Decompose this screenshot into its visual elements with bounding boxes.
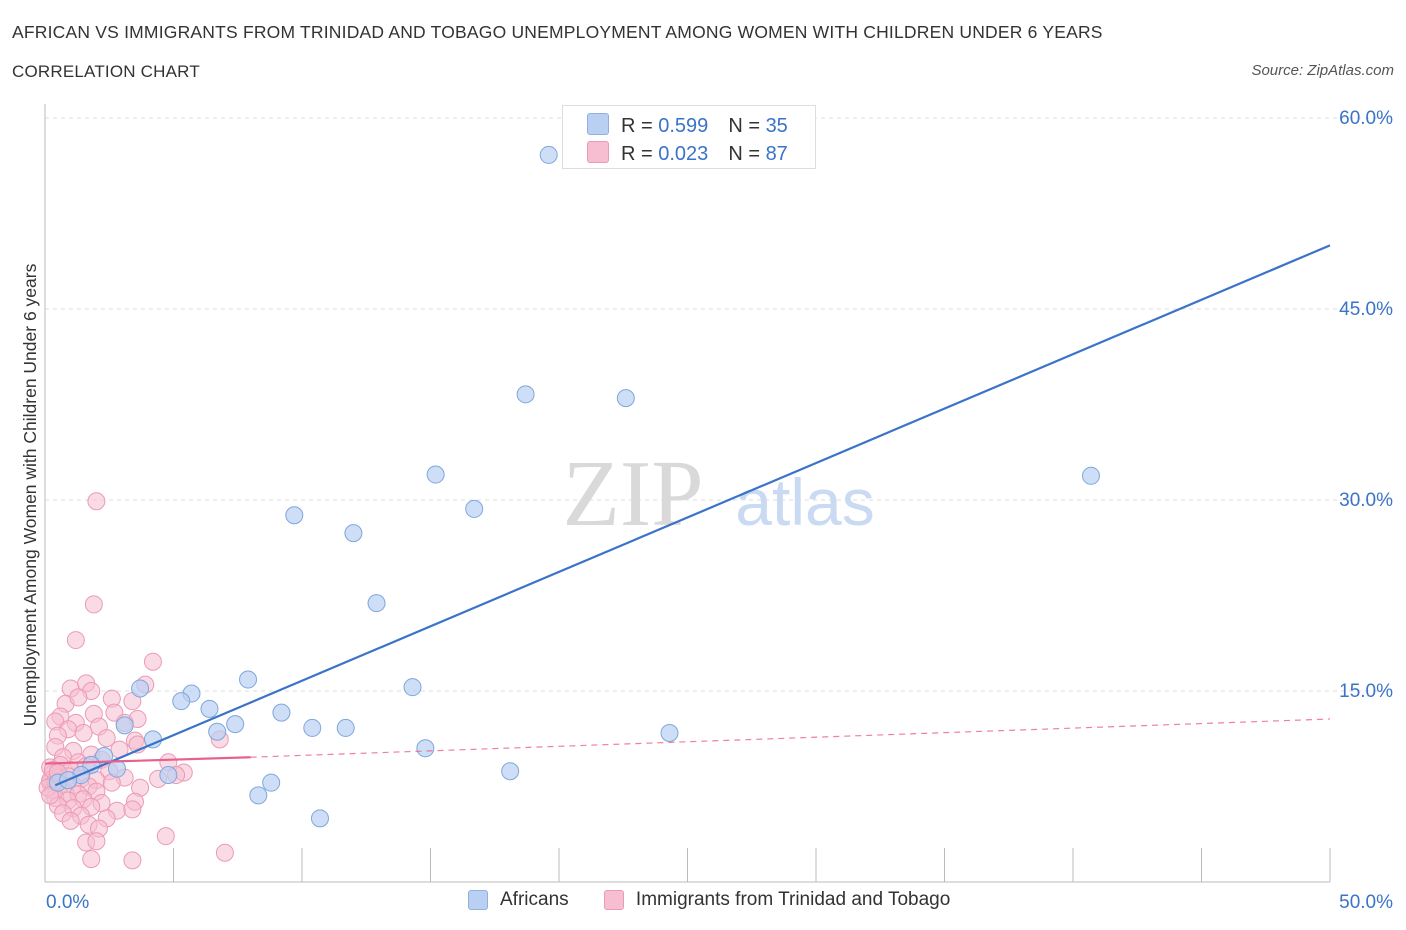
point-africans xyxy=(344,524,363,543)
y-tick-label: 60.0% xyxy=(1339,108,1393,129)
point-trinidad xyxy=(61,811,80,830)
y-tick-label: 30.0% xyxy=(1339,490,1393,511)
point-trinidad xyxy=(69,688,88,707)
point-africans xyxy=(303,718,322,737)
legend-item-africans: Africans xyxy=(468,889,569,911)
trend-line-africans xyxy=(54,244,1331,787)
series-africans-points xyxy=(48,145,1100,828)
point-africans xyxy=(208,722,227,741)
point-africans xyxy=(426,465,445,484)
point-trinidad xyxy=(87,492,106,511)
r-label: R = xyxy=(621,143,659,165)
point-trinidad xyxy=(74,724,93,743)
point-africans xyxy=(310,809,329,828)
point-africans xyxy=(131,679,150,698)
watermark-atlas: atlas xyxy=(735,465,874,539)
legend-swatch-blue xyxy=(587,113,609,135)
point-africans xyxy=(249,786,268,805)
point-trinidad xyxy=(156,827,175,846)
legend-swatch-pink xyxy=(587,141,609,163)
point-trinidad xyxy=(82,850,101,869)
legend-label-trinidad: Immigrants from Trinidad and Tobago xyxy=(635,889,951,910)
point-africans xyxy=(115,716,134,735)
point-trinidad xyxy=(87,832,106,851)
trend-line-trinidad-dashed xyxy=(250,718,1331,758)
point-trinidad xyxy=(123,800,142,819)
point-trinidad xyxy=(123,851,142,870)
point-africans xyxy=(159,766,178,785)
y-tick-label: 45.0% xyxy=(1339,299,1393,320)
point-africans xyxy=(539,145,558,164)
legend-row-africans: R = 0.599 N = 35 xyxy=(587,113,788,137)
point-africans xyxy=(172,692,191,711)
legend-label-africans: Africans xyxy=(500,889,569,910)
point-africans xyxy=(285,506,304,525)
legend-swatch-pink xyxy=(603,890,624,910)
point-africans xyxy=(501,762,520,781)
x-tick-label: 50.0% xyxy=(1339,892,1393,913)
point-africans xyxy=(465,499,484,518)
r-value: 0.599 xyxy=(658,115,709,137)
point-africans xyxy=(239,670,258,689)
source-label: Source: ZipAtlas.com xyxy=(1251,62,1394,79)
point-africans xyxy=(336,718,355,737)
series-legend: Africans Immigrants from Trinidad and To… xyxy=(468,889,980,916)
point-africans xyxy=(616,389,635,408)
correlation-legend: R = 0.599 N = 35 R = 0.023 N = 87 xyxy=(562,105,816,169)
x-tick-label: 0.0% xyxy=(46,892,89,913)
chart-subtitle: CORRELATION CHART xyxy=(12,62,200,81)
tick-labels: 15.0% 30.0% 45.0% 60.0% 0.0% 50.0% xyxy=(46,108,1393,913)
point-africans xyxy=(416,739,435,758)
gridlines xyxy=(45,117,1392,692)
n-value: 87 xyxy=(765,143,788,165)
y-tick-label: 15.0% xyxy=(1339,681,1393,702)
point-trinidad xyxy=(66,631,85,650)
n-label: N = xyxy=(728,115,766,137)
point-trinidad xyxy=(215,843,234,862)
y-axis-label: Unemployment Among Women with Children U… xyxy=(20,263,40,726)
point-africans xyxy=(516,385,535,404)
point-africans xyxy=(1081,466,1100,485)
trend-line-trinidad-solid xyxy=(44,756,251,765)
n-value: 35 xyxy=(765,115,788,137)
point-trinidad xyxy=(97,729,116,748)
n-label: N = xyxy=(728,143,766,165)
trend-lines xyxy=(44,244,1331,787)
point-africans xyxy=(262,773,281,792)
legend-row-trinidad: R = 0.023 N = 87 xyxy=(587,141,788,165)
watermark-zip: ZIP xyxy=(563,442,704,546)
chart-title: AFRICAN VS IMMIGRANTS FROM TRINIDAD AND … xyxy=(12,22,1103,42)
point-trinidad xyxy=(143,652,162,671)
legend-swatch-blue xyxy=(468,890,488,910)
point-africans xyxy=(272,703,291,722)
r-value: 0.023 xyxy=(658,143,709,165)
legend-item-trinidad: Immigrants from Trinidad and Tobago xyxy=(603,889,951,911)
point-africans xyxy=(226,715,245,734)
point-africans xyxy=(200,699,219,718)
point-trinidad xyxy=(84,595,103,614)
point-africans xyxy=(660,724,679,743)
axes xyxy=(44,104,1331,883)
point-africans xyxy=(403,678,422,697)
point-africans xyxy=(367,594,386,613)
r-label: R = xyxy=(621,115,659,137)
